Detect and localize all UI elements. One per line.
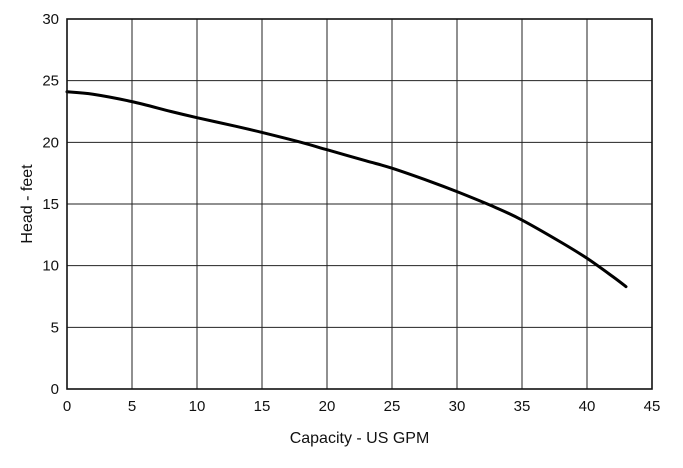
grid-lines xyxy=(66,18,653,390)
y-tick-label: 25 xyxy=(42,73,59,90)
plot-frame xyxy=(66,18,653,390)
x-tick-label: 25 xyxy=(384,398,401,415)
y-tick-labels: 0 5 10 15 20 25 30 xyxy=(42,11,59,398)
y-axis-title: Head - feet xyxy=(19,164,36,244)
y-tick-label: 20 xyxy=(42,134,59,151)
y-tick-label: 0 xyxy=(51,381,59,398)
y-tick-label: 5 xyxy=(51,319,59,336)
x-tick-label: 0 xyxy=(63,398,71,415)
x-tick-labels: 0 5 10 15 20 25 30 35 40 45 xyxy=(63,398,661,415)
series-line xyxy=(65,90,628,289)
y-tick-label: 30 xyxy=(42,11,59,28)
x-tick-label: 30 xyxy=(449,398,466,415)
series-group xyxy=(65,90,628,289)
x-tick-label: 15 xyxy=(254,398,271,415)
x-tick-label: 5 xyxy=(128,398,136,415)
x-tick-label: 45 xyxy=(644,398,661,415)
x-tick-label: 10 xyxy=(189,398,206,415)
x-tick-label: 35 xyxy=(514,398,531,415)
x-tick-label: 40 xyxy=(579,398,596,415)
x-axis-title: Capacity - US GPM xyxy=(290,430,430,447)
y-tick-label: 10 xyxy=(42,258,59,275)
x-tick-label: 20 xyxy=(319,398,336,415)
y-tick-label: 15 xyxy=(42,196,59,213)
